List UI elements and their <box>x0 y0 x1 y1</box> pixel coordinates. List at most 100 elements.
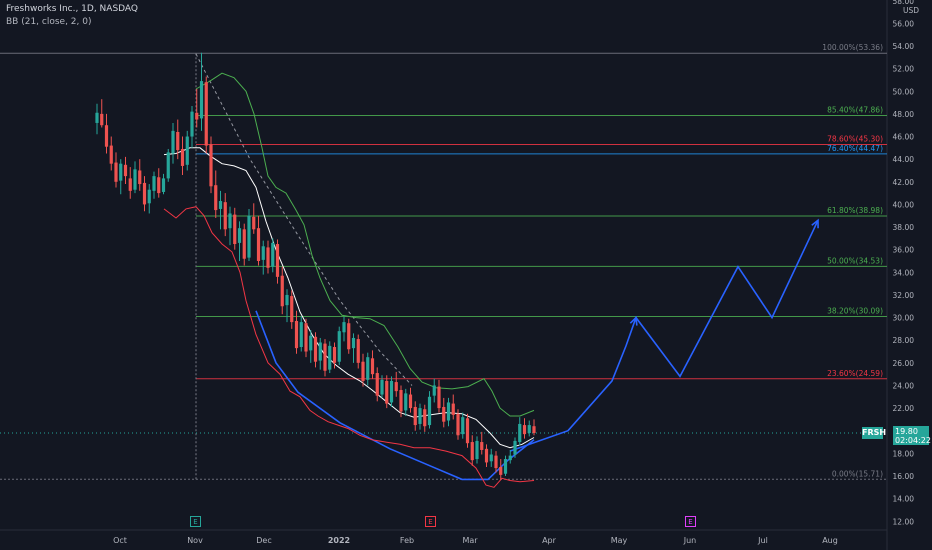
candle-body <box>261 246 265 260</box>
support-curve-line <box>255 310 535 481</box>
earnings-event-marker[interactable]: E <box>190 516 201 527</box>
time-tick-label: Nov <box>187 536 203 545</box>
candle-body <box>138 170 142 185</box>
candle-body <box>252 216 256 230</box>
candle-body <box>527 425 531 433</box>
candle-body <box>489 454 493 462</box>
trend-lines[interactable] <box>195 53 819 481</box>
price-tick-label: 44.00 <box>893 155 915 164</box>
candle-body <box>461 417 465 435</box>
bollinger-bands <box>163 72 535 488</box>
candle-body <box>180 148 185 166</box>
candle-body <box>484 448 489 463</box>
candle-body <box>423 409 427 427</box>
candle-body <box>223 202 227 230</box>
fib-level-label: 0.00%(15.71) <box>832 469 883 478</box>
candle-body <box>280 275 284 307</box>
candle-body <box>95 112 99 123</box>
candlestick-series <box>95 52 536 480</box>
candle-body <box>157 177 161 194</box>
price-axis[interactable]: 56.00 54.00 52.00 50.00 48.00 46.00 44.00 42.00… <box>893 0 915 526</box>
candle-body <box>128 178 132 191</box>
projection-path <box>509 219 819 452</box>
candle-body <box>465 418 470 444</box>
price-tick-label: 46.00 <box>893 133 915 142</box>
candle-body <box>313 336 318 362</box>
earnings-event-marker[interactable]: E <box>685 516 696 527</box>
candle-body <box>404 393 408 411</box>
time-axis[interactable]: Oct Nov Dec 2022 Feb Mar Apr May Jun Jul Aug <box>113 536 838 545</box>
candle-body <box>518 423 522 443</box>
bb-basis <box>163 147 535 449</box>
candle-body <box>437 386 441 409</box>
candle-body <box>480 442 484 450</box>
price-tick-label: 42.00 <box>893 178 915 187</box>
candle-body <box>166 152 170 179</box>
fib-level-label: 50.00%(34.53) <box>827 256 883 265</box>
fib-level-label: 78.60%(45.30) <box>827 134 883 143</box>
candle-body <box>133 169 137 190</box>
price-tick-label: 16.00 <box>893 472 915 481</box>
projection-arrow-head <box>629 315 638 326</box>
ticker-badge: FRSH <box>862 427 887 439</box>
candle-body <box>266 247 270 268</box>
candle-body <box>195 112 199 120</box>
candle-body <box>470 442 474 461</box>
candle-body <box>332 347 337 363</box>
price-tick-label: 58.00 <box>893 0 915 6</box>
price-tick-label: 54.00 <box>893 42 915 51</box>
time-tick-label: Dec <box>256 536 271 545</box>
price-tick-label: 38.00 <box>893 223 915 232</box>
fib-level-label: 85.40%(47.86) <box>827 105 883 114</box>
candle-body <box>385 380 389 404</box>
fib-level-label: 23.60%(24.59) <box>827 369 883 378</box>
price-tick-label: 12.00 <box>893 517 915 526</box>
price-tick-label: 30.00 <box>893 314 915 323</box>
candle-body <box>418 408 422 424</box>
candle-body <box>366 357 370 380</box>
candle-body <box>456 413 460 436</box>
price-tick-label: 48.00 <box>893 110 915 119</box>
candle-body <box>351 337 356 349</box>
indicator-legend[interactable]: BB (21, close, 2, 0) <box>6 17 92 27</box>
candle-body <box>204 82 208 146</box>
bb-upper-band <box>195 72 535 417</box>
candle-body <box>442 406 446 422</box>
price-tick-label: 26.00 <box>893 359 915 368</box>
candle-body <box>142 182 147 205</box>
earnings-event-marker[interactable]: E <box>425 516 436 527</box>
candle-body <box>375 373 379 396</box>
price-tick-label: 36.00 <box>893 246 915 255</box>
fibonacci-retracement[interactable]: 100.00%(53.36) 85.40%(47.86) 78.60%(45.30)… <box>0 43 887 480</box>
price-tick-label: 56.00 <box>893 19 915 28</box>
fib-level-label: 100.00%(53.36) <box>822 43 883 52</box>
candle-body <box>218 201 223 209</box>
candle-body <box>256 228 261 261</box>
candle-body <box>399 390 403 412</box>
last-price-tag: 19.80 02:04:22 <box>893 426 931 445</box>
candle-body <box>161 178 166 192</box>
candle-body <box>114 162 118 182</box>
candle-body <box>451 403 455 415</box>
candle-body <box>299 322 303 347</box>
candle-body <box>408 394 413 409</box>
candle-body <box>176 132 180 151</box>
fib-level-label: 38.20%(30.09) <box>827 307 883 316</box>
candle-body <box>342 322 346 333</box>
candle-body <box>380 379 384 395</box>
price-tick-label: 50.00 <box>893 87 915 96</box>
candle-body <box>413 406 417 426</box>
candle-body <box>185 136 189 165</box>
time-tick-label: Oct <box>113 536 127 545</box>
candle-body <box>522 425 527 435</box>
candle-body <box>147 189 151 204</box>
dashed-downtrend-line <box>195 53 413 386</box>
candle-body <box>532 426 536 433</box>
price-tick-label: 52.00 <box>893 65 915 74</box>
candle-body <box>356 339 360 363</box>
time-tick-label: Jun <box>683 536 697 545</box>
time-tick-label: Apr <box>542 536 557 545</box>
price-tick-label: 34.00 <box>893 268 915 277</box>
candle-body <box>237 228 242 243</box>
